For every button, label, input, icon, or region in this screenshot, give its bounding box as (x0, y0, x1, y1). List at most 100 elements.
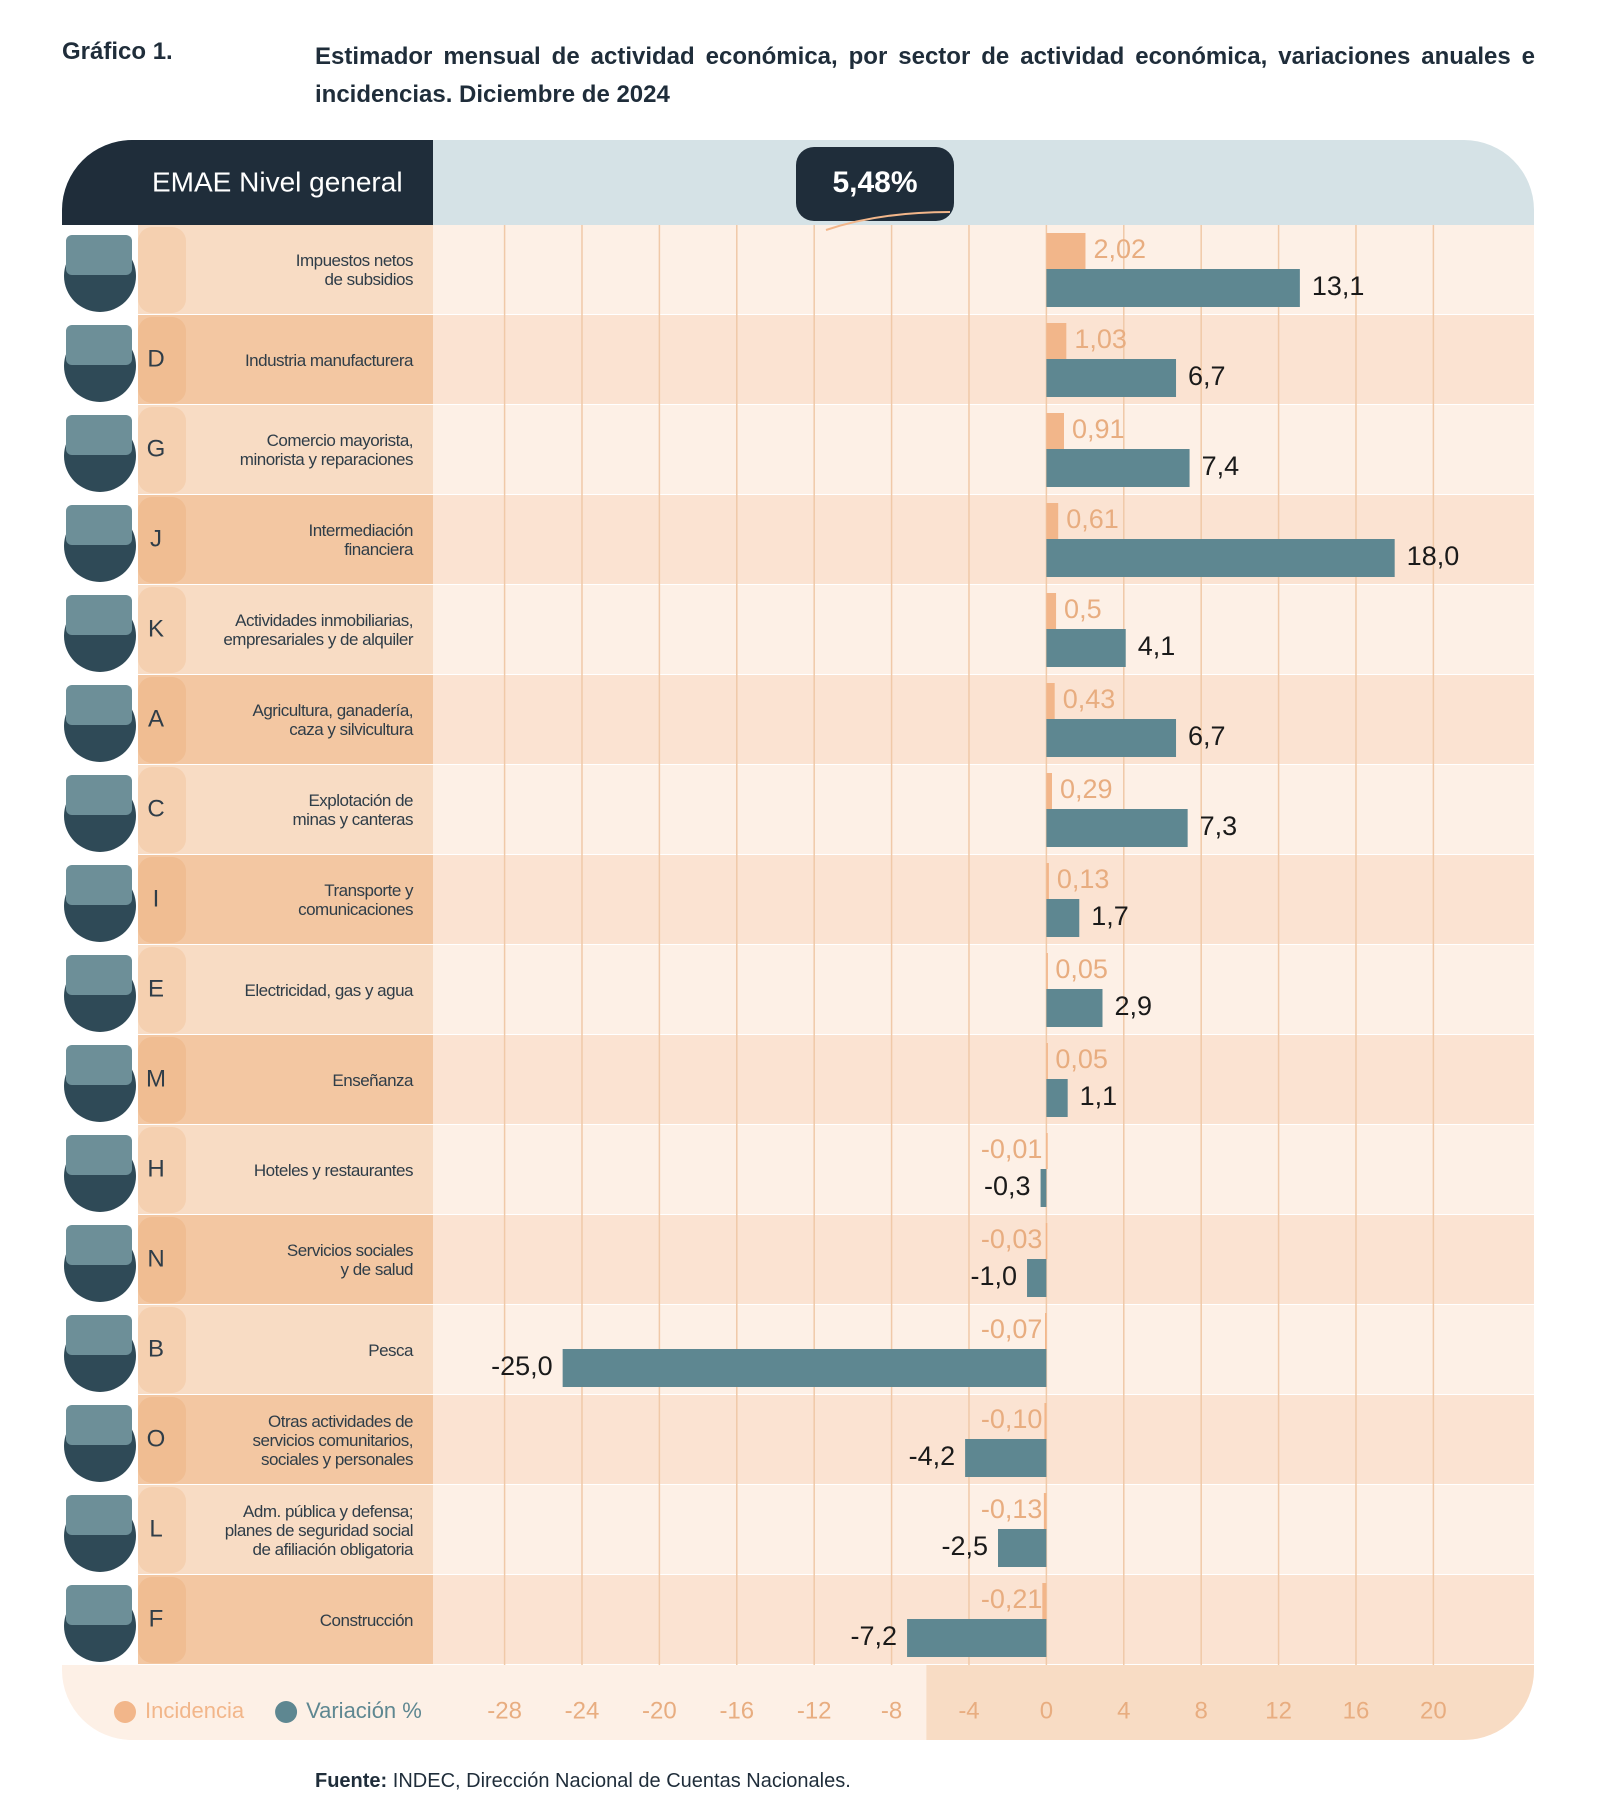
variation-bar (1046, 539, 1395, 577)
category-label: Construcción (319, 1610, 414, 1630)
sector-code: I (153, 885, 160, 912)
incidence-bar (1046, 593, 1057, 629)
code-band (138, 1487, 186, 1573)
x-tick-label: 12 (1265, 1697, 1292, 1724)
row-label-band (138, 1125, 433, 1215)
row-band (433, 1035, 1534, 1125)
value-label: -0,13 (981, 1494, 1043, 1524)
incidence-bar (1042, 1583, 1047, 1619)
value-label: 0,61 (1066, 504, 1119, 534)
category-label: Enseñanza (332, 1070, 413, 1090)
code-band (138, 947, 186, 1033)
sector-code: A (148, 705, 164, 732)
row-label-band (138, 1215, 433, 1305)
header-box (62, 140, 433, 225)
source-text: INDEC, Dirección Nacional de Cuentas Nac… (392, 1770, 851, 1792)
row-band (433, 405, 1534, 495)
value-label: -1,0 (971, 1261, 1018, 1291)
row-label-band (138, 1485, 433, 1575)
category-label: Impuestos netos de subsidios (295, 251, 414, 289)
row-label-band (138, 1575, 433, 1665)
sector-code: O (147, 1425, 166, 1452)
sector-code: H (147, 1155, 164, 1182)
variation-bar (1046, 359, 1177, 397)
row-band (433, 1125, 1534, 1215)
value-label: 0,5 (1064, 594, 1102, 624)
row-label-band (138, 495, 433, 585)
header-badge (796, 147, 954, 221)
chart-title: Estimador mensual de actividad económica… (315, 43, 1535, 108)
value-label: 0,13 (1057, 864, 1110, 894)
legend-label: Variación % (306, 1698, 422, 1723)
source: Fuente: INDEC, Dirección Nacional de Cue… (315, 1770, 851, 1793)
row-label-band (138, 315, 433, 405)
value-label: 7,4 (1202, 451, 1240, 481)
row-label-band (138, 1305, 433, 1395)
value-label: 2,9 (1115, 991, 1153, 1021)
incidence-bar (1046, 863, 1049, 899)
value-label: 18,0 (1407, 541, 1460, 571)
value-label: -0,01 (981, 1134, 1043, 1164)
x-tick-label: 4 (1117, 1697, 1130, 1724)
sector-code: J (150, 525, 162, 552)
row-band (433, 675, 1534, 765)
value-label: 0,29 (1060, 774, 1113, 804)
sector-icon-tile (66, 1225, 132, 1265)
row-label-band (138, 585, 433, 675)
variation-bar (965, 1439, 1047, 1477)
value-label: 6,7 (1188, 721, 1226, 751)
value-label: 1,7 (1091, 901, 1129, 931)
code-band (138, 227, 186, 313)
sector-code: E (148, 975, 164, 1002)
sector-code: L (149, 1515, 162, 1542)
incidence-bar (1043, 1493, 1047, 1529)
incidence-bar (1046, 1043, 1048, 1079)
sector-icon-tile (66, 865, 132, 905)
code-band (138, 587, 186, 673)
row-band (433, 765, 1534, 855)
sector-icon-tile (66, 325, 132, 365)
value-label: 7,3 (1200, 811, 1238, 841)
incidence-bar (1046, 233, 1086, 269)
sector-icon-tile (66, 595, 132, 635)
sector-code: G (147, 435, 166, 462)
row-label-band (138, 225, 433, 315)
category-label: Transporte y comunicaciones (298, 881, 413, 919)
sector-code: K (148, 615, 164, 642)
incidence-bar (1046, 1133, 1048, 1169)
row-band (433, 1215, 1534, 1305)
row-band (433, 945, 1534, 1035)
x-tick-label: -16 (719, 1697, 754, 1724)
variation-bar (1027, 1259, 1047, 1297)
variation-bar (1046, 629, 1126, 667)
x-tick-label: 8 (1195, 1697, 1208, 1724)
row-band (433, 315, 1534, 405)
variation-bar (1046, 449, 1190, 487)
row-band (433, 225, 1534, 315)
value-label: 1,03 (1074, 324, 1127, 354)
code-band (138, 317, 186, 403)
row-label-band (138, 1035, 433, 1125)
category-label: Otras actividades de servicios comunitar… (252, 1411, 414, 1469)
sector-icon-tile (66, 685, 132, 725)
header-value: 5,48% (832, 166, 917, 199)
category-label: Industria manufacturera (244, 350, 414, 370)
incidence-bar (1045, 1313, 1047, 1349)
row-label-band (138, 1395, 433, 1485)
category-label: Servicios sociales y de salud (286, 1241, 414, 1279)
code-band (138, 407, 186, 493)
value-label: 13,1 (1312, 271, 1365, 301)
value-label: -0,10 (981, 1404, 1043, 1434)
sector-code: M (146, 1065, 166, 1092)
row-band (433, 585, 1534, 675)
row-label-band (138, 855, 433, 945)
sector-icon-tile (66, 955, 132, 995)
sector-icon-tile (66, 415, 132, 455)
category-label: Adm. pública y defensa; planes de seguri… (224, 1501, 414, 1559)
value-label: 0,05 (1055, 1044, 1108, 1074)
row-label-band (138, 945, 433, 1035)
code-band (138, 767, 186, 853)
x-tick-label: -4 (958, 1697, 979, 1724)
